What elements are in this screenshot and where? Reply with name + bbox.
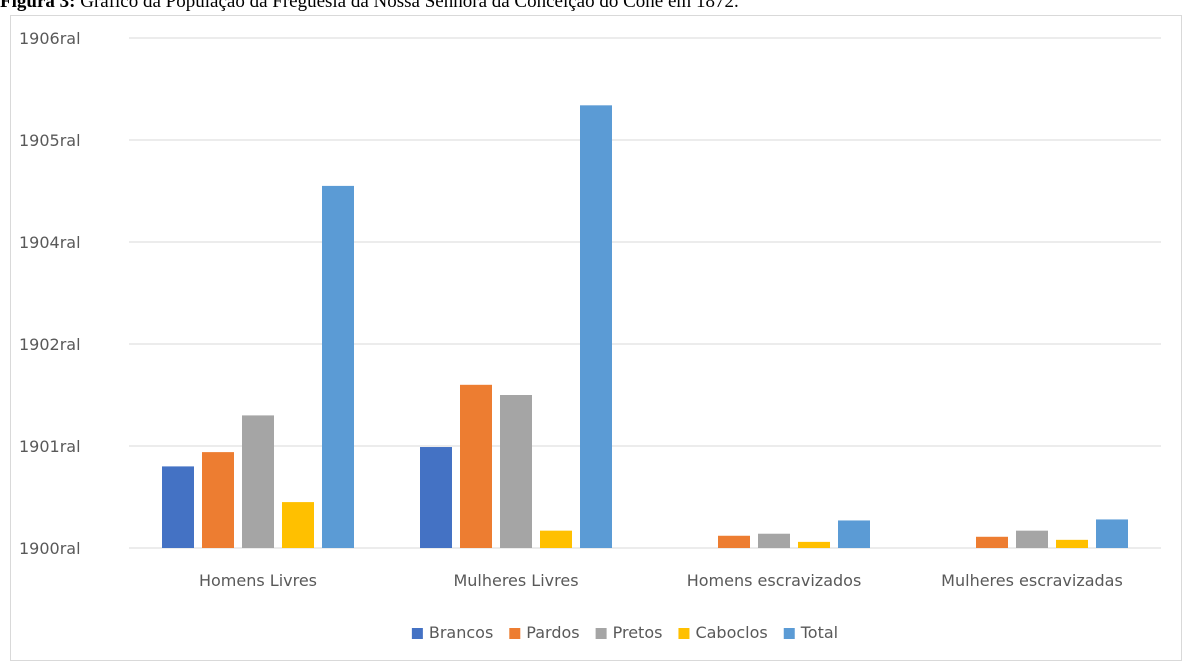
bar-pardos-1 xyxy=(460,384,492,548)
bar-pretos-1 xyxy=(500,395,532,548)
legend-swatch xyxy=(411,628,423,639)
legend-label: Caboclos xyxy=(695,623,767,642)
bar-brancos-0 xyxy=(162,466,194,548)
legend-label: Brancos xyxy=(429,623,493,642)
chart-frame: 1900ral 1901ral 1902ral 1904ral 1905ral 1906r… xyxy=(10,15,1182,661)
legend-label: Pretos xyxy=(613,623,663,642)
x-category-label: Mulheres escravizadas xyxy=(941,571,1123,590)
y-tick-label: 1900ral xyxy=(19,539,81,558)
legend-item-caboclos: Caboclos xyxy=(678,623,768,642)
bar-pretos-2 xyxy=(758,533,790,548)
bar-pardos-2 xyxy=(718,535,750,548)
legend-label: Total xyxy=(800,623,838,642)
y-tick-label: 1905ral xyxy=(19,131,81,150)
legend-swatch xyxy=(783,628,795,639)
bar-brancos-1 xyxy=(420,447,452,548)
bars xyxy=(162,105,1128,548)
legend-label: Pardos xyxy=(526,623,579,642)
bar-caboclos-3 xyxy=(1056,539,1088,548)
gridlines xyxy=(129,37,1161,549)
bar-total-3 xyxy=(1096,519,1128,548)
y-tick-label: 1902ral xyxy=(19,335,81,354)
legend-item-pardos: Pardos xyxy=(509,623,580,642)
legend-swatch xyxy=(678,628,690,639)
y-tick-label: 1901ral xyxy=(19,437,81,456)
y-tick-label: 1904ral xyxy=(19,233,81,252)
legend-item-pretos: Pretos xyxy=(595,623,663,642)
figure-caption: Figura 3: Gráfico da População da Fregue… xyxy=(0,0,739,13)
population-bar-chart: 1900ral 1901ral 1902ral 1904ral 1905ral 1906r… xyxy=(19,29,1161,642)
bar-pardos-0 xyxy=(202,452,234,548)
figure-caption-label: Figura 3: xyxy=(0,0,76,12)
bar-total-1 xyxy=(580,105,612,548)
legend-item-total: Total xyxy=(783,623,838,642)
bar-caboclos-2 xyxy=(798,541,830,548)
figure-caption-text: Gráfico da População da Freguesia da Nos… xyxy=(80,0,739,12)
legend: Brancos Pardos Pretos Caboclos Total xyxy=(411,623,838,642)
x-category-label: Homens Livres xyxy=(199,571,317,590)
bar-pretos-3 xyxy=(1016,530,1048,548)
legend-swatch xyxy=(595,628,607,639)
legend-swatch xyxy=(509,628,521,639)
bar-pretos-0 xyxy=(242,415,274,548)
bar-caboclos-0 xyxy=(282,502,314,548)
x-category-label: Homens escravizados xyxy=(687,571,862,590)
y-axis-tick-labels: 1900ral 1901ral 1902ral 1904ral 1905ral 1906r… xyxy=(19,29,81,558)
bar-pardos-3 xyxy=(976,536,1008,548)
x-axis-category-labels: Homens Livres Mulheres Livres Homens escra… xyxy=(199,571,1123,590)
x-category-label: Mulheres Livres xyxy=(453,571,578,590)
bar-total-0 xyxy=(322,185,354,548)
y-tick-label: 1906ral xyxy=(19,29,81,48)
bar-total-2 xyxy=(838,520,870,548)
bar-caboclos-1 xyxy=(540,530,572,548)
legend-item-brancos: Brancos xyxy=(411,623,493,642)
